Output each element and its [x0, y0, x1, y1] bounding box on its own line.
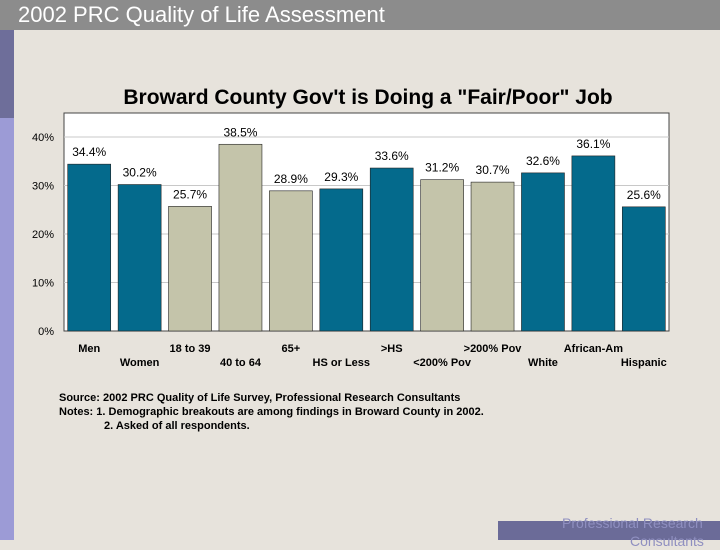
- footer-line-2: Consultants: [630, 533, 704, 549]
- value-label: 38.5%: [223, 125, 257, 139]
- x-tick-label: >HS: [381, 343, 403, 355]
- x-tick-label: <200% Pov: [413, 357, 472, 369]
- value-label: 25.6%: [627, 188, 661, 202]
- value-label: 25.7%: [173, 187, 207, 201]
- value-label: 30.2%: [123, 166, 157, 180]
- value-label: 31.2%: [425, 161, 459, 175]
- footer-brand: Professional Research Consultants: [562, 514, 720, 550]
- bar: [369, 167, 414, 332]
- value-label: 32.6%: [526, 154, 560, 168]
- value-label: 28.9%: [274, 172, 308, 186]
- note-2: 2. Asked of all respondents.: [104, 420, 250, 432]
- header-bar: [0, 0, 720, 30]
- bar: [470, 181, 515, 332]
- bar: [117, 184, 162, 332]
- value-label: 29.3%: [324, 170, 358, 184]
- side-stripe-accent: [0, 30, 14, 118]
- bar: [621, 206, 666, 332]
- bar: [521, 172, 565, 332]
- y-tick-label: 0%: [38, 326, 54, 338]
- y-tick-label: 10%: [32, 278, 54, 290]
- value-label: 34.4%: [72, 145, 106, 159]
- bar: [571, 155, 616, 332]
- x-tick-label: 65+: [282, 343, 301, 355]
- x-tick-label: Men: [78, 343, 100, 355]
- bar: [168, 206, 212, 332]
- y-tick-label: 20%: [32, 229, 54, 241]
- value-label: 33.6%: [375, 149, 409, 163]
- x-tick-label: African-Am: [564, 343, 624, 355]
- x-tick-label: 40 to 64: [220, 357, 262, 369]
- x-tick-label: HS or Less: [313, 357, 370, 369]
- x-tick-label: Women: [120, 357, 160, 369]
- chart-notes: Source: 2002 PRC Quality of Life Survey,…: [59, 391, 484, 433]
- x-tick-label: >200% Pov: [464, 343, 523, 355]
- plot-area: [63, 112, 670, 332]
- note-1: Notes: 1. Demographic breakouts are amon…: [59, 406, 484, 418]
- x-tick-label: Hispanic: [621, 357, 667, 369]
- bar: [420, 179, 464, 332]
- source-note: Source: 2002 PRC Quality of Life Survey,…: [59, 392, 461, 404]
- bar: [218, 143, 263, 332]
- bar: [269, 190, 313, 332]
- footer-line-1: Professional Research: [562, 515, 703, 531]
- x-tick-label: 18 to 39: [170, 343, 211, 355]
- slide-title: 2002 PRC Quality of Life Assessment: [18, 2, 385, 27]
- bar: [319, 188, 364, 332]
- value-label: 36.1%: [576, 137, 610, 151]
- chart-title: Broward County Gov't is Doing a "Fair/Po…: [123, 86, 612, 109]
- y-tick-label: 40%: [32, 132, 54, 144]
- value-label: 30.7%: [476, 163, 510, 177]
- x-tick-label: White: [528, 357, 558, 369]
- y-tick-label: 30%: [32, 181, 54, 193]
- side-stripe: [0, 30, 14, 540]
- bar: [67, 163, 112, 332]
- footer-bar: [498, 521, 720, 540]
